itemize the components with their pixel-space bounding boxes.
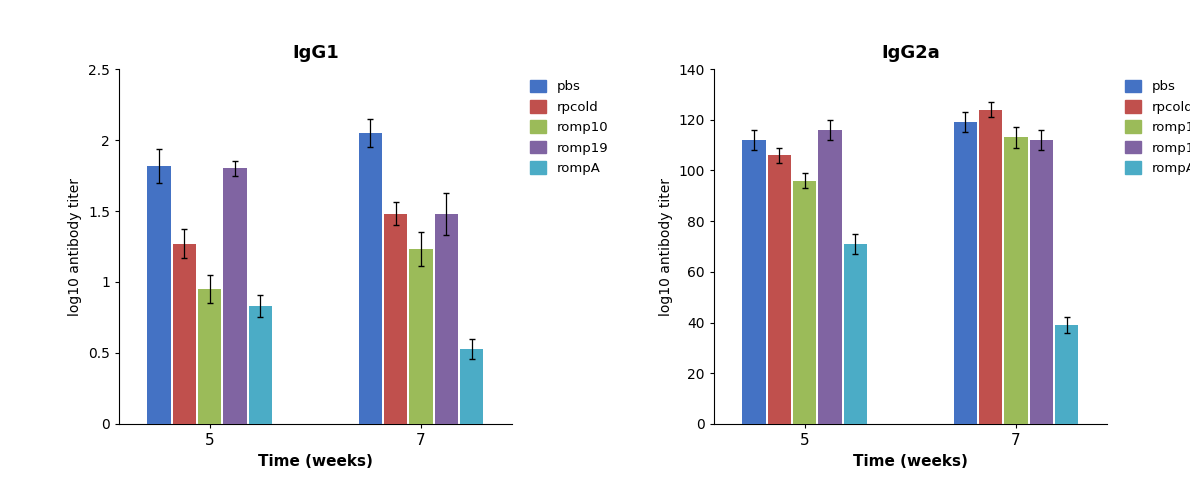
Bar: [434, 214, 458, 424]
Bar: [249, 306, 273, 424]
X-axis label: Time (weeks): Time (weeks): [258, 454, 372, 468]
Bar: [384, 214, 407, 424]
Bar: [173, 244, 196, 424]
Bar: [409, 249, 433, 424]
Title: IgG2a: IgG2a: [881, 44, 940, 62]
Bar: [979, 109, 1002, 424]
Bar: [198, 289, 221, 424]
Bar: [768, 155, 791, 424]
Bar: [743, 140, 766, 424]
Bar: [819, 130, 841, 424]
Bar: [459, 349, 483, 424]
Title: IgG1: IgG1: [292, 44, 339, 62]
Legend: pbs, rpcold, romp10, romp19, rompA: pbs, rpcold, romp10, romp19, rompA: [1121, 75, 1190, 179]
Bar: [224, 169, 246, 424]
Bar: [1004, 138, 1028, 424]
Legend: pbs, rpcold, romp10, romp19, rompA: pbs, rpcold, romp10, romp19, rompA: [526, 75, 612, 179]
Bar: [953, 122, 977, 424]
X-axis label: Time (weeks): Time (weeks): [853, 454, 967, 468]
Bar: [358, 133, 382, 424]
Bar: [793, 180, 816, 424]
Bar: [1054, 325, 1078, 424]
Bar: [844, 244, 868, 424]
Bar: [1029, 140, 1053, 424]
Y-axis label: log10 antibody titer: log10 antibody titer: [68, 177, 82, 316]
Y-axis label: log10 antibody titer: log10 antibody titer: [659, 177, 674, 316]
Bar: [148, 166, 171, 424]
